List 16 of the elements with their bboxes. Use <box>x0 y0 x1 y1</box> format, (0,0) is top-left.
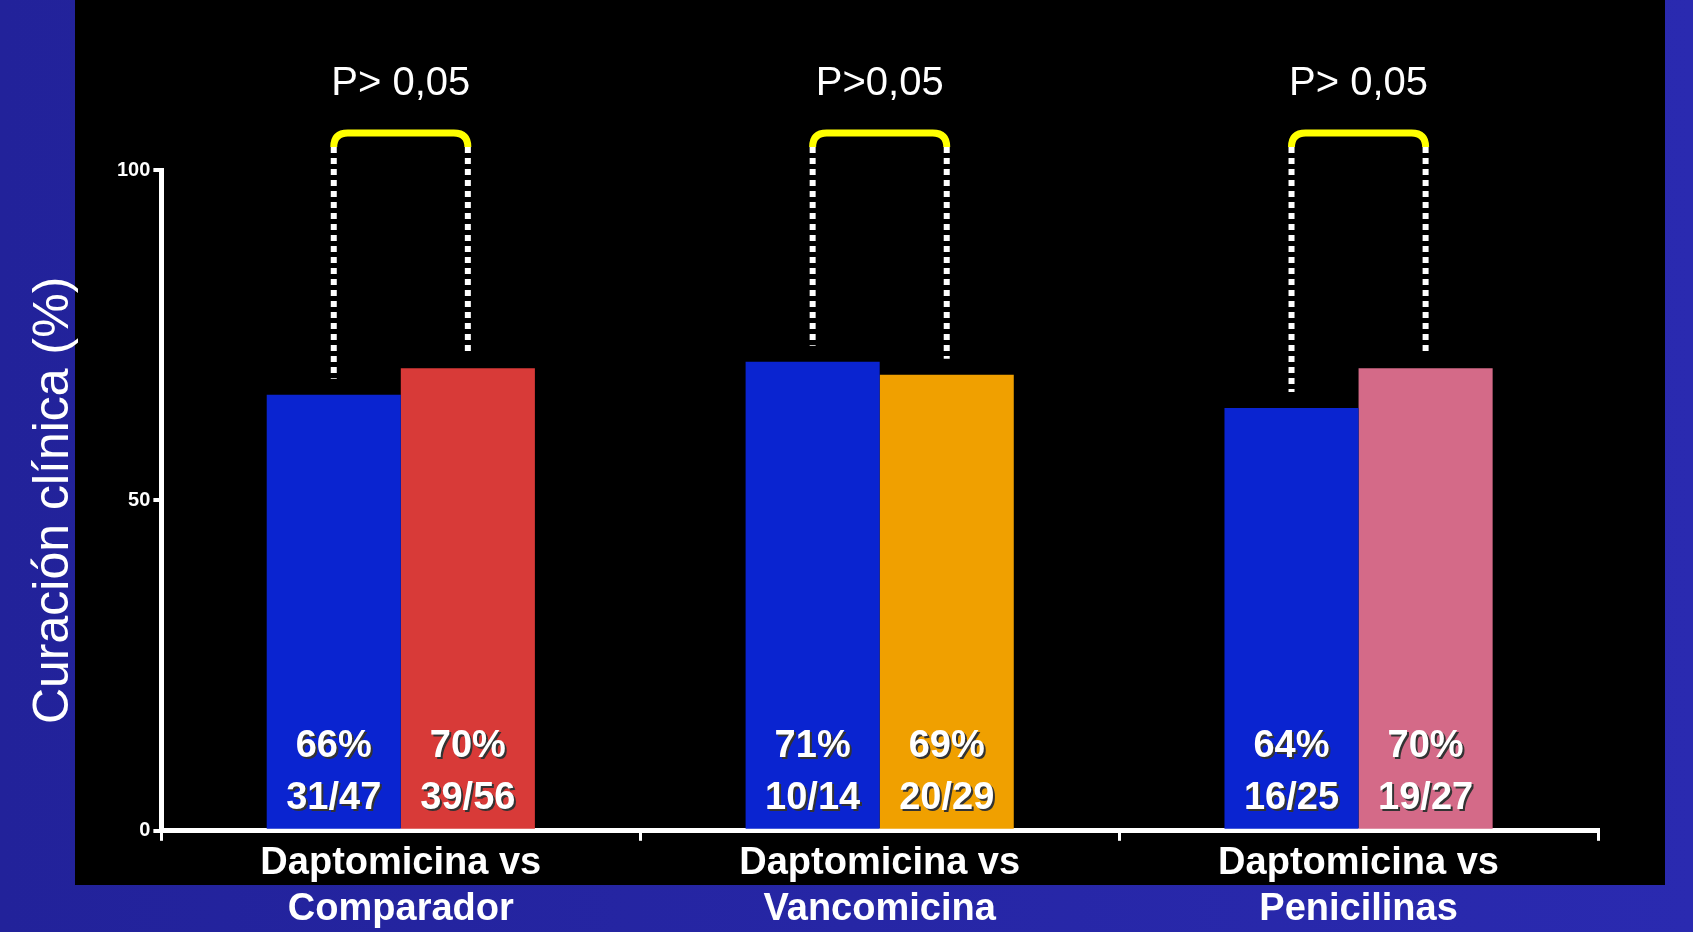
y-tick-label: 100 <box>116 157 151 180</box>
text: P> 0,05 <box>331 59 471 103</box>
y-axis-title: Curación clínica (%) <box>22 276 79 725</box>
data-label: 70% 39/56 <box>422 722 518 819</box>
x-tick-label: Daptomicina vs Penicilinas <box>1218 840 1499 928</box>
x-tick-label: Daptomicina vs Vancomicina <box>739 840 1021 928</box>
x-tick-label: Daptomicina vs Comparador <box>260 840 542 928</box>
data-label: 69% 20/29 <box>901 722 997 819</box>
data-label: 66% 31/47 <box>288 722 384 819</box>
y-tick-label: 50 <box>128 487 151 510</box>
data-label: 64% 16/25 <box>1245 722 1342 819</box>
text: P>0,05 <box>815 59 944 103</box>
text: P> 0,05 <box>1289 59 1429 103</box>
data-label: 70% 19/27 <box>1380 722 1476 819</box>
y-tick-label: 0 <box>139 818 151 841</box>
data-label: 71% 10/14 <box>767 722 863 819</box>
